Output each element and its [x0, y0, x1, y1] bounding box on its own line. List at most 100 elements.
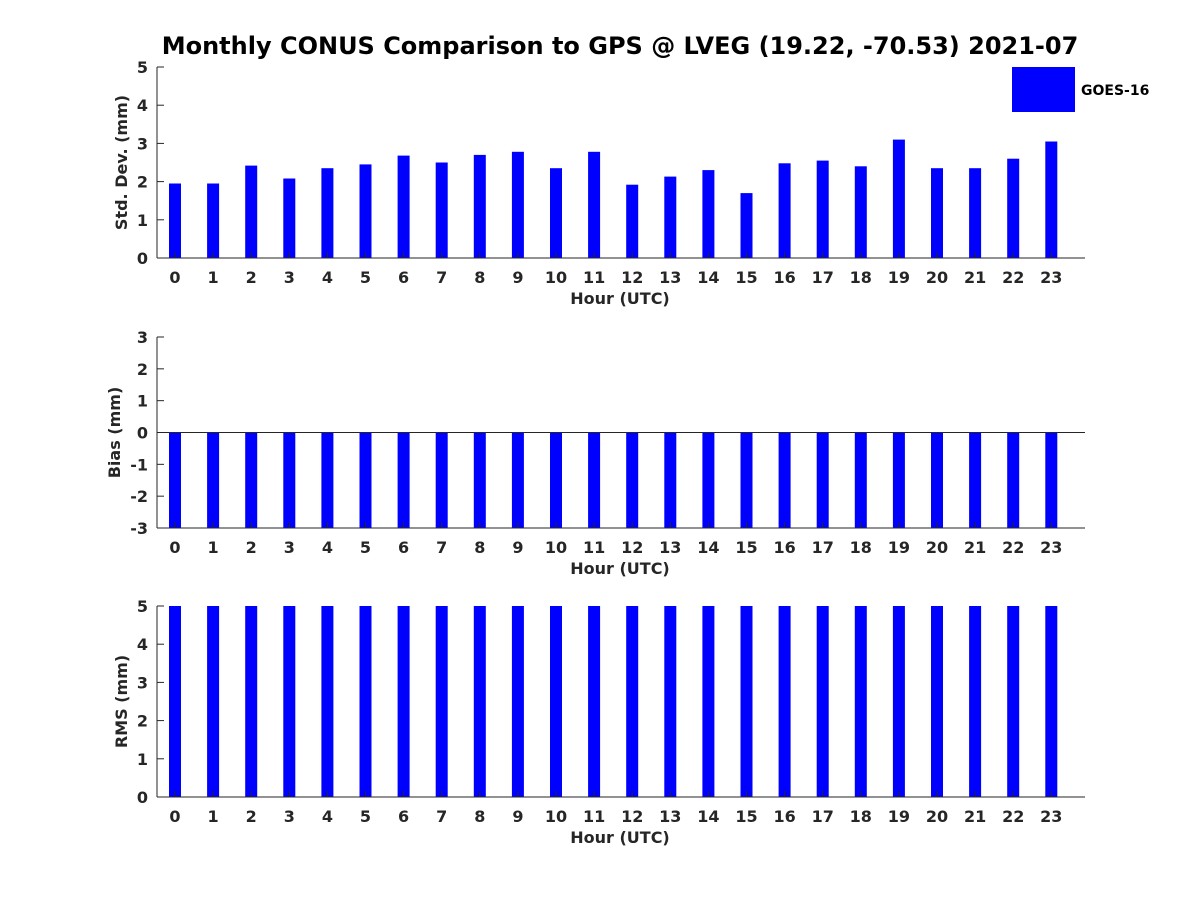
bar-hour-22: [1007, 606, 1020, 797]
bar-hour-23: [1045, 606, 1058, 797]
bar-hour-18: [854, 606, 867, 797]
x-tick-label: 0: [169, 538, 180, 557]
bar-hour-19: [892, 139, 905, 258]
x-tick-label: 2: [246, 538, 257, 557]
bar-hour-5: [359, 432, 372, 528]
bar-hour-8: [473, 606, 486, 797]
bar-hour-10: [550, 168, 562, 258]
y-tick-label: -1: [130, 455, 148, 474]
bar-hour-22: [1007, 432, 1020, 528]
x-tick-label: 9: [512, 538, 523, 557]
bar-hour-14: [702, 432, 715, 528]
bar-hour-11: [588, 151, 601, 258]
y-tick-label: 4: [137, 96, 148, 115]
x-tick-label: 23: [1040, 807, 1062, 826]
bar-hour-19: [892, 606, 905, 797]
bar-hour-17: [816, 606, 829, 797]
bar-hour-23: [1045, 141, 1058, 258]
y-tick-label: 0: [137, 788, 148, 807]
x-tick-label: 16: [773, 538, 795, 557]
bar-hour-19: [892, 432, 905, 528]
y-tick-label: 2: [137, 173, 148, 192]
chart-title: Monthly CONUS Comparison to GPS @ LVEG (…: [162, 32, 1079, 60]
legend-label: GOES-16: [1081, 83, 1149, 99]
x-axis-title: Hour (UTC): [570, 559, 670, 578]
x-tick-label: 12: [621, 807, 643, 826]
bar-hour-3: [283, 606, 296, 797]
x-tick-label: 18: [850, 268, 872, 287]
x-tick-label: 13: [659, 538, 681, 557]
y-axis-title: RMS (mm): [112, 655, 131, 748]
bar-hour-10: [550, 606, 562, 797]
y-tick-label: 3: [137, 134, 148, 153]
bar-hour-15: [740, 606, 753, 797]
y-tick-label: 5: [137, 58, 148, 77]
bar-hour-10: [550, 432, 562, 528]
x-tick-label: 7: [436, 807, 447, 826]
y-tick-label: 2: [137, 360, 148, 379]
x-tick-label: 20: [926, 538, 948, 557]
bar-hour-21: [969, 168, 982, 258]
y-tick-label: 3: [137, 328, 148, 347]
bar-hour-12: [626, 432, 639, 528]
bar-hour-5: [359, 606, 372, 797]
x-tick-label: 14: [697, 538, 719, 557]
bar-hour-20: [931, 168, 943, 258]
x-tick-label: 13: [659, 807, 681, 826]
x-tick-label: 4: [322, 268, 333, 287]
x-tick-label: 19: [888, 538, 910, 557]
y-tick-label: -3: [130, 519, 148, 538]
bar-hour-22: [1007, 158, 1020, 258]
bar-hour-21: [969, 432, 982, 528]
bar-hour-7: [435, 606, 448, 797]
x-tick-label: 10: [545, 268, 567, 287]
x-tick-label: 21: [964, 538, 986, 557]
bar-hour-16: [778, 432, 791, 528]
legend: GOES-16: [1012, 67, 1149, 112]
x-tick-label: 15: [735, 268, 757, 287]
y-tick-label: 1: [137, 750, 148, 769]
y-tick-label: 3: [137, 673, 148, 692]
x-tick-label: 6: [398, 807, 409, 826]
bar-hour-13: [664, 176, 677, 258]
bar-hour-0: [169, 432, 181, 528]
x-axis-title: Hour (UTC): [570, 289, 670, 308]
x-tick-label: 12: [621, 538, 643, 557]
x-tick-label: 10: [545, 538, 567, 557]
bar-hour-20: [931, 606, 943, 797]
bar-hour-17: [816, 160, 829, 258]
x-tick-label: 17: [812, 807, 834, 826]
x-tick-label: 3: [284, 538, 295, 557]
bar-hour-9: [511, 606, 524, 797]
x-tick-label: 0: [169, 268, 180, 287]
x-tick-label: 0: [169, 807, 180, 826]
x-tick-label: 20: [926, 268, 948, 287]
y-tick-label: 1: [137, 211, 148, 230]
bar-hour-16: [778, 606, 791, 797]
y-tick-label: 1: [137, 392, 148, 411]
x-axis-title: Hour (UTC): [570, 828, 670, 847]
bar-hour-3: [283, 178, 296, 258]
bar-hour-2: [245, 432, 258, 528]
bar-hour-13: [664, 432, 677, 528]
x-tick-label: 14: [697, 807, 719, 826]
bar-hour-2: [245, 165, 258, 258]
bar-hour-9: [511, 151, 524, 258]
x-tick-label: 18: [850, 538, 872, 557]
x-tick-label: 1: [208, 807, 219, 826]
x-tick-label: 9: [512, 807, 523, 826]
x-tick-label: 20: [926, 807, 948, 826]
bar-hour-2: [245, 606, 258, 797]
x-tick-label: 8: [474, 807, 485, 826]
bar-hour-8: [473, 432, 486, 528]
x-tick-label: 2: [246, 268, 257, 287]
bar-hour-21: [969, 606, 982, 797]
x-tick-label: 2: [246, 807, 257, 826]
bar-hour-16: [778, 163, 791, 258]
bar-hour-7: [435, 432, 448, 528]
x-tick-label: 4: [322, 538, 333, 557]
x-tick-label: 6: [398, 538, 409, 557]
x-tick-label: 6: [398, 268, 409, 287]
